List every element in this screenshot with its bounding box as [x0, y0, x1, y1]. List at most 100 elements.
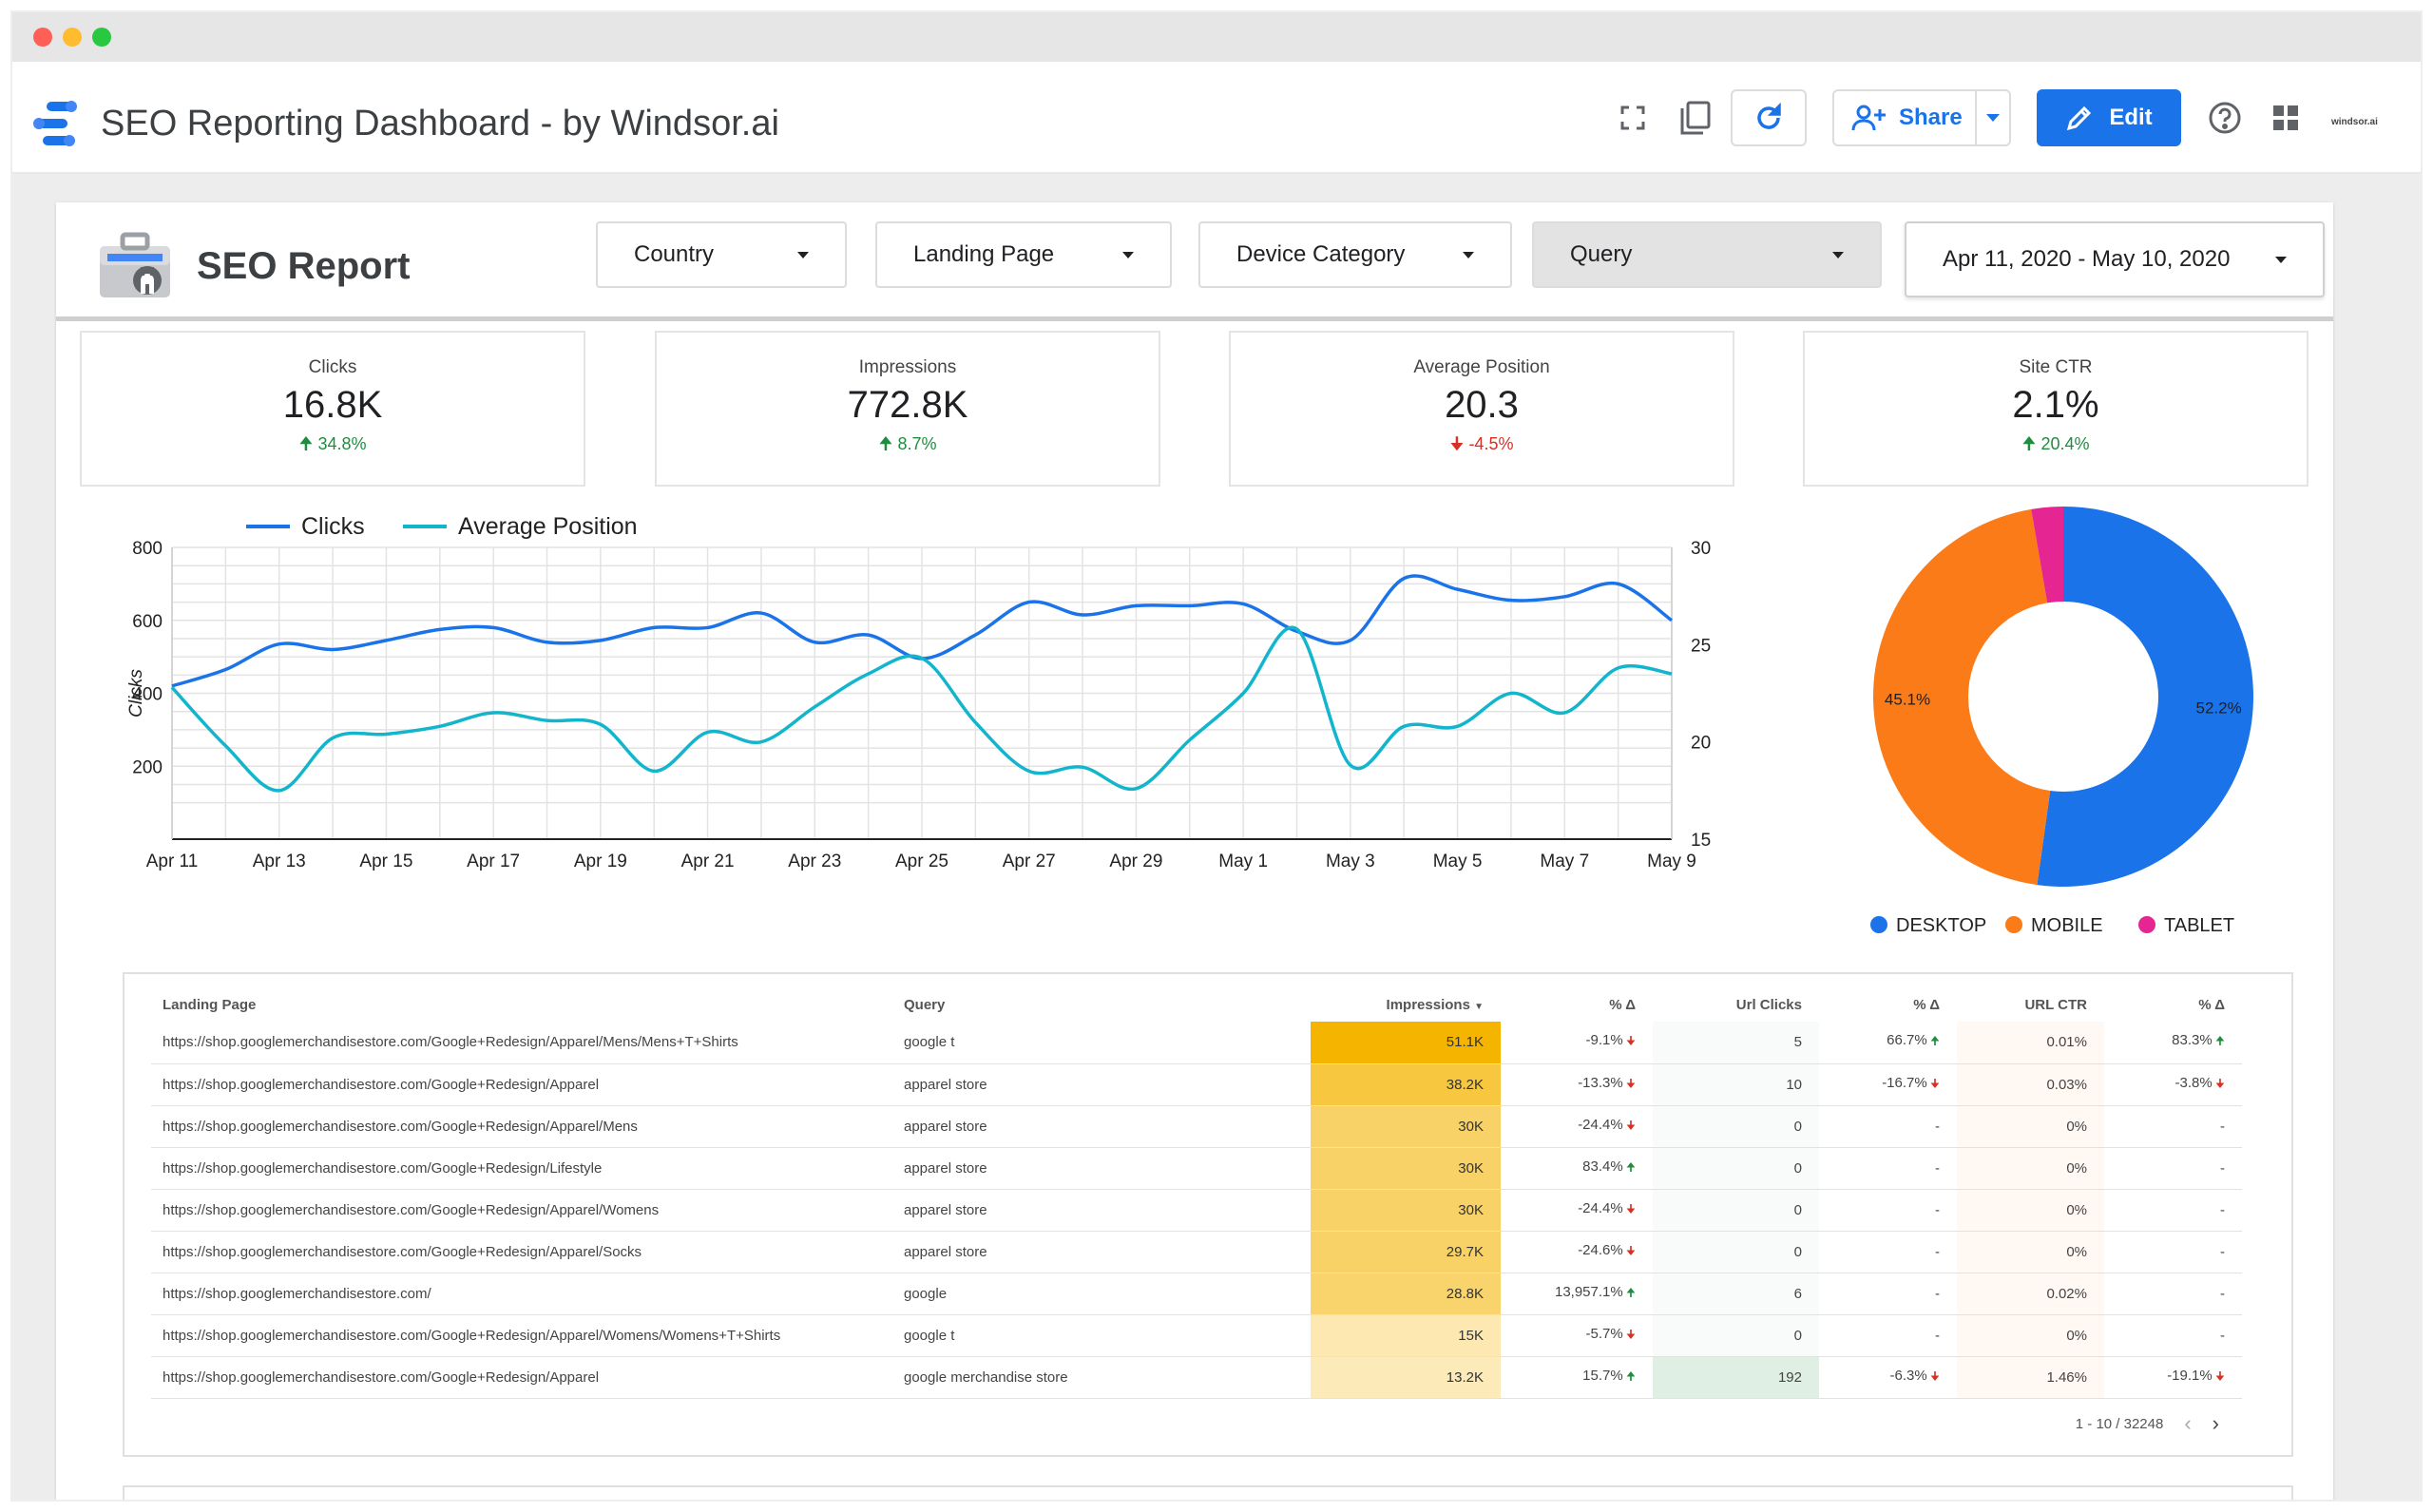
- scorecard-delta-value: 8.7%: [897, 434, 937, 453]
- clicks-series-line[interactable]: [171, 574, 1674, 688]
- delta-value: -24.6%: [1578, 1241, 1623, 1258]
- legend-label[interactable]: Clicks: [301, 513, 365, 540]
- query-cell: google merchandise store: [892, 1356, 1311, 1399]
- arrow-down-icon: 🠋: [1622, 1118, 1636, 1132]
- next-report-section: [123, 1485, 2293, 1500]
- scorecard-label: Average Position: [1413, 357, 1550, 377]
- date-range-picker[interactable]: Apr 11, 2020 - May 10, 2020: [1905, 221, 2325, 297]
- table-row[interactable]: https://shop.googlemerchandisestore.com/…: [151, 1314, 2242, 1357]
- scorecard-value: 2.1%: [2012, 384, 2099, 426]
- country-filter[interactable]: Country: [596, 221, 847, 288]
- impressions-cell: 51.1K: [1311, 1022, 1501, 1064]
- url-ctr-cell: 0%: [1957, 1105, 2104, 1148]
- impressions-cell: 38.2K: [1311, 1063, 1501, 1106]
- apps-grid-icon[interactable]: [2265, 97, 2307, 139]
- donut-slice-mobile[interactable]: [1873, 508, 2051, 886]
- scorecard-delta: 🠉 34.8%: [82, 432, 584, 461]
- app-header: SEO Reporting Dashboard - by Windsor.ai …: [12, 62, 2421, 174]
- table-row[interactable]: https://shop.googlemerchandisestore.com/…: [151, 1147, 2242, 1190]
- legend-label[interactable]: Average Position: [458, 513, 638, 540]
- scorecard-value: 16.8K: [282, 384, 383, 426]
- table-row[interactable]: https://shop.googlemerchandisestore.com/…: [151, 1105, 2242, 1148]
- donut-slice-desktop[interactable]: [2037, 507, 2253, 887]
- arrow-down-icon: 🠋: [1622, 1327, 1636, 1341]
- query-filter-label: Query: [1570, 241, 1633, 267]
- url-ctr-cell: 0.03%: [1957, 1063, 2104, 1106]
- clicks-position-line-chart[interactable]: 200 400 600 800 15 20 25 30 Apr 11 Apr 13 Apr 15 Ap…: [113, 507, 1786, 925]
- help-icon[interactable]: [2204, 97, 2246, 139]
- share-options-dropdown[interactable]: [1977, 114, 2009, 122]
- caret-down-icon: [1463, 251, 1474, 258]
- query-filter[interactable]: Query: [1532, 221, 1882, 288]
- column-header-url-ctr-delta[interactable]: % Δ: [2198, 996, 2225, 1013]
- windsor-brand-logo[interactable]: windsor.ai: [2331, 117, 2378, 127]
- scorecard-average-position[interactable]: Average Position 20.3 🠋 -4.5%: [1229, 331, 1734, 487]
- table-row[interactable]: https://shop.googlemerchandisestore.com/…: [151, 1273, 2242, 1315]
- donut-slice-tablet[interactable]: [2031, 507, 2063, 603]
- column-header-landing-page[interactable]: Landing Page: [163, 996, 257, 1013]
- close-window-button[interactable]: [33, 28, 52, 47]
- url-clicks-delta-cell: -: [1819, 1147, 1957, 1190]
- copy-icon[interactable]: [1674, 97, 1715, 139]
- report-page: SEO Report Country Landing Page Device C…: [56, 202, 2333, 1500]
- landing-page-filter[interactable]: Landing Page: [875, 221, 1172, 288]
- impressions-delta-cell: -24.4% 🠋: [1501, 1189, 1653, 1232]
- url-ctr-delta-cell: -3.8% 🠋: [2104, 1063, 2242, 1106]
- column-header-impressions-label: Impressions: [1386, 996, 1470, 1013]
- scorecard-site-ctr[interactable]: Site CTR 2.1% 🠉 20.4%: [1803, 331, 2308, 487]
- y2-tick-label: 15: [1691, 831, 1711, 851]
- delta-value: -: [1935, 1285, 1940, 1302]
- column-header-url-ctr[interactable]: URL CTR: [2024, 996, 2087, 1013]
- table-row[interactable]: https://shop.googlemerchandisestore.com/…: [151, 1231, 2242, 1273]
- device-category-filter[interactable]: Device Category: [1198, 221, 1512, 288]
- delta-value: 83.3%: [2172, 1032, 2213, 1049]
- edit-button[interactable]: Edit: [2037, 89, 2181, 146]
- url-clicks-cell: 0: [1653, 1147, 1819, 1190]
- table-row[interactable]: https://shop.googlemerchandisestore.com/…: [151, 1063, 2242, 1106]
- legend-label[interactable]: DESKTOP: [1896, 915, 1986, 936]
- share-label: Share: [1899, 105, 1963, 130]
- device-category-filter-label: Device Category: [1236, 241, 1406, 267]
- scorecard-impressions[interactable]: Impressions 772.8K 🠉 8.7%: [655, 331, 1160, 487]
- chart-gridlines: [171, 546, 1673, 839]
- column-header-query[interactable]: Query: [904, 996, 946, 1013]
- scorecard-clicks[interactable]: Clicks 16.8K 🠉 34.8%: [80, 331, 585, 487]
- landing-page-cell: https://shop.googlemerchandisestore.com/…: [151, 1063, 892, 1106]
- average-position-series-line[interactable]: [170, 625, 1673, 793]
- fullscreen-icon[interactable]: [1612, 97, 1654, 139]
- zoom-window-button[interactable]: [92, 28, 111, 47]
- table-row[interactable]: https://shop.googlemerchandisestore.com/…: [151, 1022, 2242, 1064]
- previous-page-chevron-icon[interactable]: ‹: [2184, 1411, 2192, 1435]
- sort-descending-icon[interactable]: ▼: [1474, 1001, 1484, 1012]
- delta-value: 66.7%: [1887, 1032, 1927, 1049]
- x-tick-label: May 3: [1326, 852, 1375, 871]
- column-header-impressions-delta[interactable]: % Δ: [1609, 996, 1636, 1013]
- delta-value: -: [1935, 1201, 1940, 1218]
- column-header-url-clicks[interactable]: Url Clicks: [1735, 996, 1802, 1013]
- table-row[interactable]: https://shop.googlemerchandisestore.com/…: [151, 1356, 2242, 1399]
- share-button[interactable]: Share: [1834, 91, 1977, 144]
- arrow-up-icon: 🠉: [2021, 434, 2037, 453]
- delta-value: -: [1935, 1243, 1940, 1260]
- minimize-window-button[interactable]: [63, 28, 82, 47]
- arrow-down-icon: 🠋: [1449, 434, 1465, 453]
- url-ctr-cell: 0.02%: [1957, 1273, 2104, 1315]
- device-category-donut-chart[interactable]: 52.2% 45.1% DESKTOP MOBILE TABLET: [1805, 507, 2318, 944]
- column-header-url-clicks-delta[interactable]: % Δ: [1913, 996, 1940, 1013]
- legend-label[interactable]: TABLET: [2164, 915, 2234, 936]
- query-cell: apparel store: [892, 1231, 1311, 1273]
- url-ctr-delta-cell: 83.3% 🠉: [2104, 1022, 2242, 1064]
- url-clicks-cell: 0: [1653, 1189, 1819, 1232]
- legend-label[interactable]: MOBILE: [2031, 915, 2103, 936]
- delta-value: -: [2220, 1243, 2225, 1260]
- scorecard-delta-value: -4.5%: [1468, 434, 1514, 453]
- impressions-cell: 28.8K: [1311, 1273, 1501, 1315]
- table-row[interactable]: https://shop.googlemerchandisestore.com/…: [151, 1189, 2242, 1232]
- next-page-chevron-icon[interactable]: ›: [2212, 1411, 2219, 1435]
- column-header-impressions[interactable]: Impressions ▼: [1311, 987, 1501, 1022]
- url-clicks-delta-cell: -: [1819, 1231, 1957, 1273]
- refresh-button[interactable]: [1731, 89, 1807, 146]
- caret-down-icon: [797, 251, 809, 258]
- impressions-delta-cell: -13.3% 🠋: [1501, 1063, 1653, 1106]
- url-ctr-cell: 0.01%: [1957, 1022, 2104, 1064]
